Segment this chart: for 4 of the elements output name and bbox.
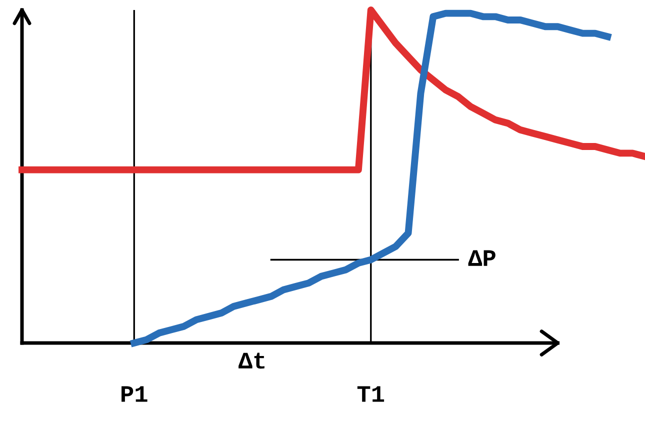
x-tick-label: T1 [357, 386, 384, 402]
annotation: ΔP [468, 250, 496, 266]
text: Δt [238, 352, 264, 369]
x-tick-label: P1 [122, 386, 148, 402]
